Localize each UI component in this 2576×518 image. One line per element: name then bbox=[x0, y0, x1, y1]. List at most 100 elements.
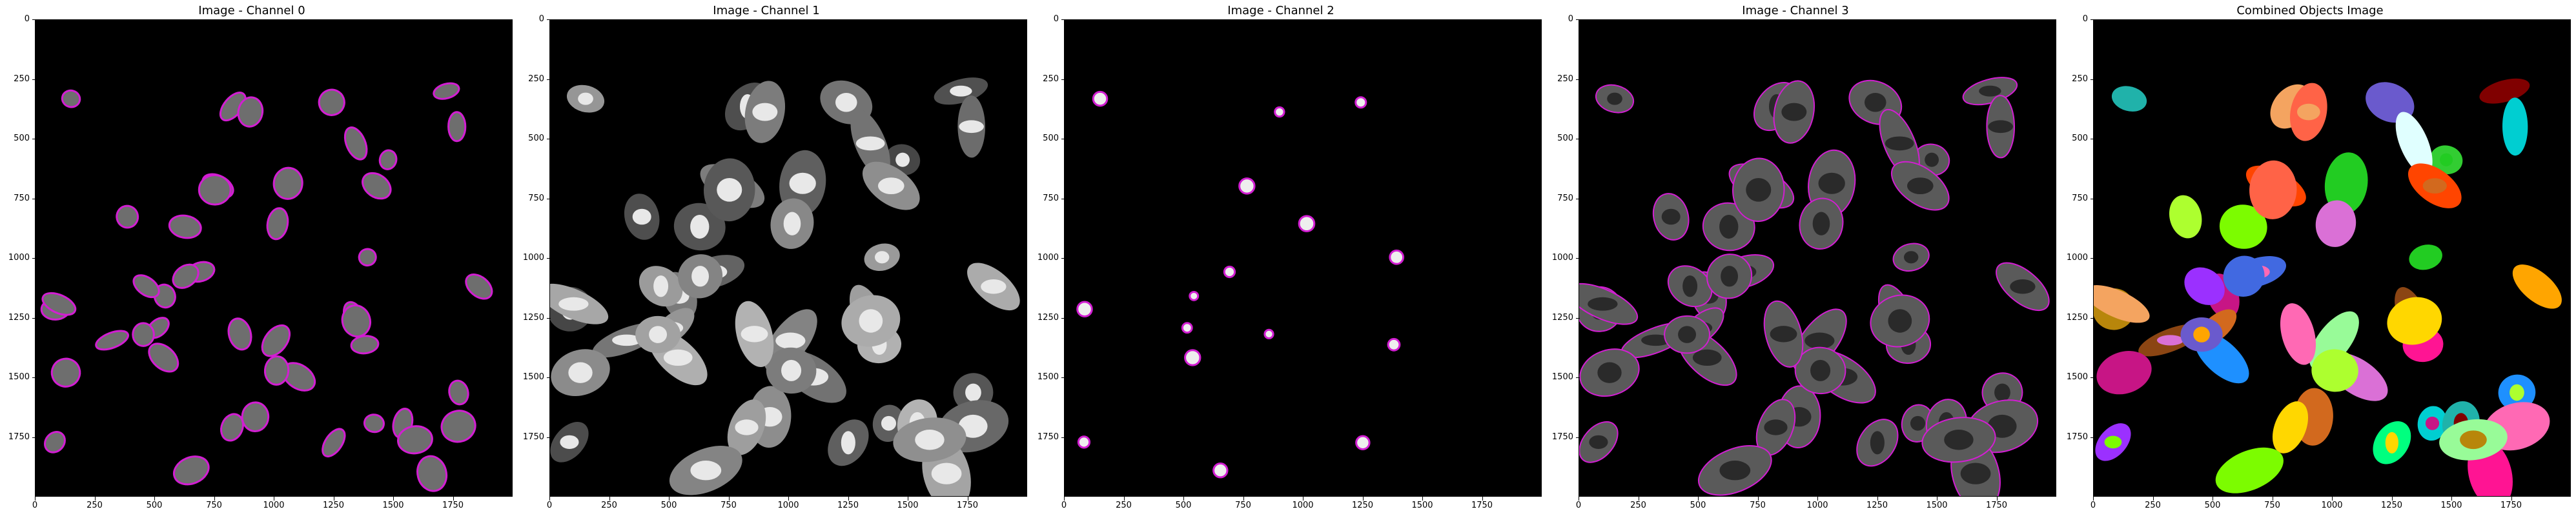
nucleus bbox=[1746, 177, 1772, 202]
x-tick-label: 1250 bbox=[1350, 497, 1376, 510]
y-tick-label: 1250 bbox=[1548, 313, 1580, 323]
nucleus bbox=[649, 326, 668, 343]
x-tick-label: 0 bbox=[1566, 497, 1591, 510]
x-tick-label: 1000 bbox=[775, 497, 801, 510]
labeled-object bbox=[2324, 152, 2368, 215]
x-tick-label: 750 bbox=[716, 497, 742, 510]
nucleus bbox=[1888, 309, 1912, 333]
labeled-nucleus bbox=[2440, 153, 2453, 166]
labeled-object bbox=[2272, 401, 2309, 453]
nucleus bbox=[841, 431, 855, 455]
labeled-object bbox=[2409, 244, 2442, 270]
cell-object bbox=[1189, 290, 1200, 301]
x-tick-label: 0 bbox=[2080, 497, 2106, 510]
panel-title: Image - Channel 3 bbox=[1742, 4, 1849, 17]
panel-1: Image - Channel 1 0 250 500 750 1000 1250 1500 1… bbox=[515, 0, 1027, 518]
x-tick-label: 1000 bbox=[261, 497, 287, 510]
y-tick-label: 250 bbox=[4, 74, 36, 84]
nucleus bbox=[612, 334, 642, 346]
x-tick-label: 1000 bbox=[1290, 497, 1316, 510]
cell-object bbox=[362, 172, 392, 200]
nucleus bbox=[690, 215, 710, 239]
cell-object bbox=[237, 96, 264, 128]
cell-object bbox=[433, 82, 460, 100]
nucleus bbox=[1770, 326, 1797, 343]
nucleus bbox=[1764, 419, 1788, 435]
panel-title: Image - Channel 1 bbox=[713, 4, 820, 17]
cell-object bbox=[241, 401, 270, 432]
x-tick-label: 250 bbox=[2140, 497, 2166, 510]
nucleus bbox=[1870, 431, 1885, 455]
cell-object bbox=[173, 455, 210, 486]
nucleus bbox=[752, 103, 778, 121]
labeled-object bbox=[2280, 303, 2316, 365]
y-tick-label: 500 bbox=[2062, 134, 2094, 143]
y-tick-label: 1750 bbox=[1033, 432, 1065, 442]
x-tick-label: 1500 bbox=[895, 497, 921, 510]
cell-object bbox=[341, 304, 372, 338]
cell-object bbox=[263, 355, 290, 386]
x-tick-label: 1750 bbox=[955, 497, 981, 510]
x-tick-label: 1750 bbox=[2499, 497, 2524, 510]
nucleus bbox=[1589, 435, 1608, 449]
nucleus bbox=[789, 172, 816, 194]
cell-object bbox=[50, 357, 81, 388]
cell-object bbox=[172, 263, 199, 289]
labeled-nucleus bbox=[2425, 416, 2440, 430]
labeled-object bbox=[2315, 200, 2356, 247]
y-tick-label: 1000 bbox=[4, 253, 36, 263]
y-tick-label: 1250 bbox=[2062, 313, 2094, 323]
labeled-object bbox=[2512, 264, 2562, 309]
nucleus bbox=[959, 120, 984, 134]
x-tick-label: 750 bbox=[2260, 497, 2285, 510]
micrograph-image bbox=[2094, 78, 2562, 496]
cell-object bbox=[1181, 322, 1193, 334]
x-tick-label: 1250 bbox=[2379, 497, 2405, 510]
nucleus bbox=[1960, 463, 1991, 484]
nucleus bbox=[874, 251, 890, 264]
nucleus bbox=[877, 177, 905, 195]
nucleus bbox=[1812, 212, 1830, 235]
nucleus bbox=[2010, 279, 2036, 294]
cell-object bbox=[318, 88, 345, 116]
cell-object bbox=[168, 214, 202, 239]
labeled-object bbox=[2502, 97, 2528, 156]
nucleus bbox=[735, 419, 759, 435]
nucleus bbox=[1692, 349, 1722, 366]
x-tick-label: 750 bbox=[201, 497, 227, 510]
nucleus bbox=[691, 266, 710, 287]
cell-object bbox=[116, 204, 139, 229]
nucleus bbox=[1864, 92, 1886, 112]
labeled-object bbox=[2395, 112, 2433, 175]
labeled-object bbox=[2215, 447, 2284, 493]
y-tick-label: 1750 bbox=[1548, 432, 1580, 442]
nucleus bbox=[1804, 332, 1835, 349]
cell-object bbox=[358, 248, 377, 267]
y-tick-label: 250 bbox=[2062, 74, 2094, 84]
x-tick-label: 500 bbox=[656, 497, 682, 510]
panel-title: Combined Objects Image bbox=[2236, 4, 2384, 17]
nucleus bbox=[965, 383, 981, 402]
y-tick-label: 0 bbox=[4, 14, 36, 24]
y-tick-label: 1500 bbox=[1548, 372, 1580, 382]
x-tick-label: 1000 bbox=[2319, 497, 2345, 510]
x-tick-label: 1750 bbox=[1984, 497, 2010, 510]
cell-object bbox=[132, 274, 160, 299]
nucleus bbox=[578, 92, 593, 105]
nucleus bbox=[560, 435, 579, 449]
nucleus bbox=[1588, 297, 1618, 311]
x-tick-label: 1500 bbox=[1924, 497, 1950, 510]
cell-object bbox=[266, 207, 289, 241]
cell-object bbox=[1092, 90, 1109, 107]
micrograph-image bbox=[550, 77, 1020, 496]
panel-3: Image - Channel 3 0 250 500 750 1000 1250 1500 1… bbox=[1544, 0, 2056, 518]
panel-title: Image - Channel 0 bbox=[198, 4, 305, 17]
x-tick-label: 0 bbox=[537, 497, 562, 510]
labeled-object bbox=[2111, 86, 2147, 112]
nucleus bbox=[1607, 92, 1622, 105]
labeled-nucleus bbox=[2104, 435, 2122, 449]
y-tick-label: 1000 bbox=[1033, 253, 1065, 263]
y-tick-label: 500 bbox=[1548, 134, 1580, 143]
cell-object bbox=[261, 324, 291, 357]
nucleus bbox=[741, 326, 768, 343]
